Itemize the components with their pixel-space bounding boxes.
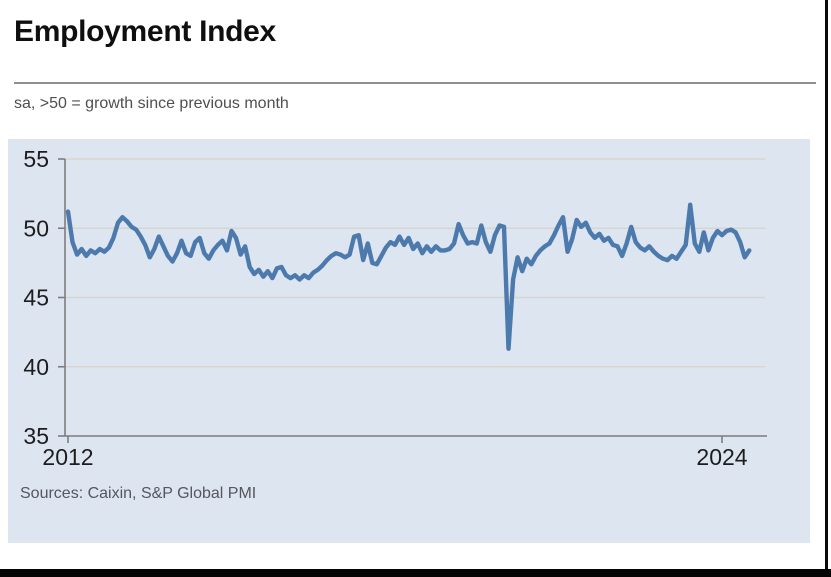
right-border-line [825,0,828,577]
chart-title: Employment Index [14,15,276,48]
y-axis-label-45: 45 [23,285,49,311]
y-axis-label-55: 55 [23,146,49,172]
x-axis-label-2024: 2024 [696,444,747,470]
chart-source-note: Sources: Caixin, S&P Global PMI [20,485,257,502]
x-axis-label-2012: 2012 [42,444,93,470]
y-axis-label-40: 40 [23,354,49,380]
y-axis-label-35: 35 [23,423,49,449]
chart-subtitle: sa, >50 = growth since previous month [14,95,289,112]
chart-panel: 55 50 45 40 35 2012 2024 Sources: Caixin, S&P … [8,139,810,543]
employment-index-series-line [65,202,752,351]
y-axis-label-50: 50 [23,215,49,241]
title-divider [14,82,816,84]
bottom-border-bar [0,569,831,577]
